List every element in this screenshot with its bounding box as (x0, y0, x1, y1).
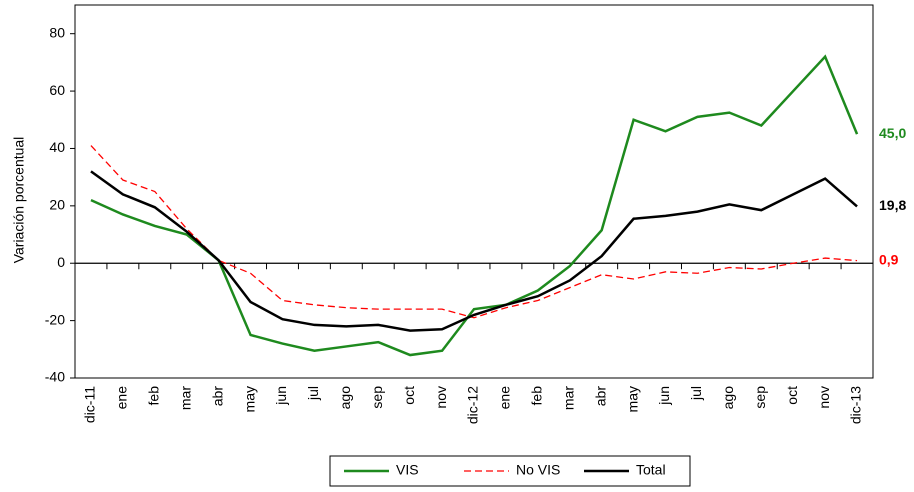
x-tick-label: sep (752, 386, 768, 409)
x-tick-label: dic-12 (465, 386, 481, 424)
series-line (90, 145, 858, 319)
legend-label: Total (636, 462, 666, 478)
x-tick-label: feb (146, 386, 162, 406)
value-label: 45,0 (879, 125, 906, 141)
x-tick-label: jul (688, 386, 704, 401)
x-tick-label: feb (529, 386, 545, 406)
x-tick-label: nov (816, 386, 832, 409)
y-tick-label: -40 (45, 369, 65, 385)
x-tick-label: oct (401, 386, 417, 405)
legend-label: VIS (396, 462, 419, 478)
x-tick-label: mar (560, 386, 576, 410)
x-tick-label: jul (305, 386, 321, 401)
value-label: 19,8 (879, 197, 906, 213)
x-tick-label: nov (433, 386, 449, 409)
y-tick-label: -20 (45, 311, 65, 327)
value-label: 0,9 (879, 251, 899, 267)
x-tick-label: dic-13 (848, 386, 864, 424)
x-tick-label: ene (497, 386, 513, 410)
x-tick-label: jun (656, 386, 672, 406)
x-tick-label: abr (209, 386, 225, 407)
y-tick-label: 80 (49, 24, 65, 40)
x-tick-label: oct (784, 386, 800, 405)
x-tick-label: may (624, 386, 640, 412)
x-tick-label: ene (114, 386, 130, 410)
x-tick-label: dic-11 (82, 386, 98, 423)
legend-label: No VIS (516, 462, 560, 478)
y-tick-label: 0 (57, 254, 65, 270)
x-tick-label: may (241, 386, 257, 412)
x-tick-label: jun (273, 386, 289, 406)
x-tick-label: ago (720, 386, 736, 410)
x-tick-label: sep (369, 386, 385, 409)
legend-box (329, 455, 691, 487)
x-tick-label: ago (337, 386, 353, 410)
y-tick-label: 60 (49, 82, 65, 98)
x-tick-label: mar (177, 386, 193, 410)
y-axis-label: Variación porcentual (11, 137, 27, 264)
y-tick-label: 40 (49, 139, 65, 155)
series-line (90, 170, 858, 332)
plot-frame (74, 4, 874, 379)
x-tick-label: abr (592, 386, 608, 407)
y-tick-label: 20 (49, 197, 65, 213)
